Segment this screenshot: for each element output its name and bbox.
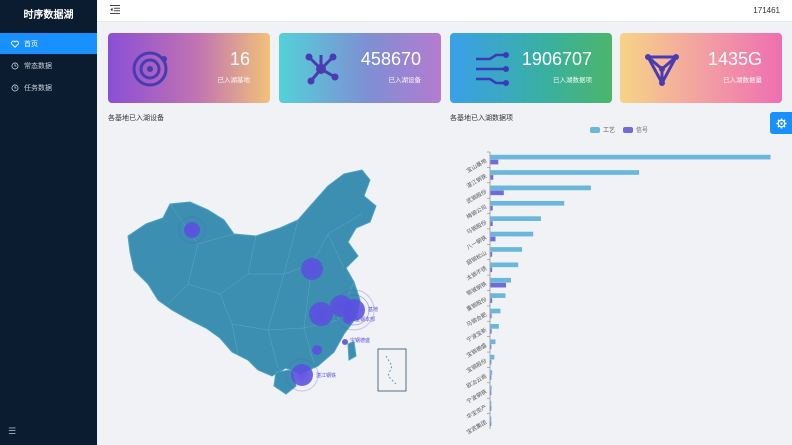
legend-label: 工艺 xyxy=(603,128,616,134)
bar-panel-title: 各基地已入湖数据项 xyxy=(450,115,513,122)
clock-icon xyxy=(11,84,19,92)
app-title: 时序数据湖 xyxy=(23,10,74,21)
bar-signal[interactable] xyxy=(490,313,492,319)
bar-process[interactable] xyxy=(490,293,506,298)
map-marker-label: 基地 xyxy=(368,306,378,313)
map-marker-label: 宝钢德盛 xyxy=(350,337,370,344)
header: 171461 xyxy=(97,0,792,22)
stat-card-bases: 16 已入湖基地 xyxy=(108,33,270,103)
target-icon xyxy=(132,51,168,87)
map-marker[interactable] xyxy=(178,216,206,244)
map-marker[interactable] xyxy=(309,302,333,326)
collapse-menu-icon[interactable]: ☰ xyxy=(8,426,17,436)
map-panel-title: 各基地已入湖设备 xyxy=(108,115,164,122)
sidebar-item-home[interactable]: 首页 xyxy=(0,33,97,54)
bar-process[interactable] xyxy=(490,400,492,406)
bar-process[interactable] xyxy=(490,216,541,222)
bar-process[interactable] xyxy=(490,247,523,252)
map-marker[interactable] xyxy=(312,345,322,355)
stat-value: 458670 xyxy=(360,49,421,69)
stat-label: 已入湖数据项 xyxy=(553,77,592,84)
bar-signal[interactable] xyxy=(490,328,492,334)
bar-process[interactable] xyxy=(490,185,591,191)
bar-signal[interactable] xyxy=(490,159,499,165)
bar-process[interactable] xyxy=(490,200,565,206)
user-id[interactable]: 171461 xyxy=(753,6,780,15)
stat-label: 已入湖设备 xyxy=(388,77,422,84)
bar-process[interactable] xyxy=(490,231,534,237)
bar-signal[interactable] xyxy=(490,390,492,396)
bar-process[interactable] xyxy=(490,385,492,391)
map-region-shape xyxy=(127,169,377,377)
triangle-network-icon xyxy=(645,54,679,87)
legend-label: 信号 xyxy=(636,128,649,134)
map-markers: 基地 宝钢本部 宝钢德盛 湛江钢铁 xyxy=(178,216,378,392)
bar-chart-panel: 工艺 信号 宝山基地 湛江钢铁 武钢股份 梅钢公司 马钢股份 八一钢铁 韶钢松山 太钢不锈 鄂城… xyxy=(450,124,782,442)
bar-process[interactable] xyxy=(490,416,492,422)
bar-process[interactable] xyxy=(490,170,640,175)
bar-process[interactable] xyxy=(490,154,771,160)
stat-card-devices: 458670 已入湖设备 xyxy=(279,33,441,103)
bar-signal[interactable] xyxy=(490,175,494,180)
legend-swatch-process xyxy=(590,126,600,133)
map-marker-label: 湛江钢铁 xyxy=(316,372,336,379)
map-marker-label: 宝钢本部 xyxy=(355,316,375,323)
bar-signal[interactable] xyxy=(490,205,493,211)
bar-chart: 宝山基地湛江钢铁武钢股份梅钢公司马钢股份八一钢铁韶钢松山太钢不锈鄂城钢铁重钢股份… xyxy=(465,151,771,436)
map-marker[interactable] xyxy=(301,258,323,280)
bar-signal[interactable] xyxy=(490,252,493,257)
bar-signal[interactable] xyxy=(490,298,493,303)
bar-signal[interactable] xyxy=(490,421,492,426)
south-china-sea-inset xyxy=(377,348,407,392)
sidebar-item-normal-data[interactable]: 常态数据 xyxy=(0,55,97,76)
map-region-shape xyxy=(347,341,357,361)
menu-fold-icon[interactable] xyxy=(110,5,120,17)
legend-swatch-signal xyxy=(623,126,634,133)
heart-icon xyxy=(11,40,19,48)
bar-signal[interactable] xyxy=(490,344,492,350)
china-map[interactable]: 基地 宝钢本部 宝钢德盛 湛江钢铁 xyxy=(108,124,435,442)
settings-button[interactable] xyxy=(770,112,792,134)
category-tick-label: 宝山基地 xyxy=(465,156,488,174)
bar-process[interactable] xyxy=(490,370,493,375)
sidebar-item-label: 常态数据 xyxy=(24,62,52,70)
map-marker[interactable]: 湛江钢铁 xyxy=(285,358,336,392)
clock-icon xyxy=(11,62,19,70)
map-marker[interactable]: 宝钢德盛 xyxy=(342,337,370,345)
bar-process[interactable] xyxy=(490,277,512,283)
sidebar-item-label: 首页 xyxy=(24,40,38,48)
stat-card-data-items: 1906707 已入湖数据项 xyxy=(450,33,612,103)
bar-signal[interactable] xyxy=(490,405,492,411)
bar-process[interactable] xyxy=(490,324,499,329)
bar-process[interactable] xyxy=(490,339,496,345)
bar-signal[interactable] xyxy=(490,359,492,365)
stat-label: 已入湖基地 xyxy=(217,77,251,84)
stat-value: 1906707 xyxy=(521,49,592,69)
province-borders xyxy=(167,203,363,369)
stat-value: 1435G xyxy=(707,49,762,69)
map-marker[interactable]: 宝钢本部 xyxy=(343,314,375,324)
bar-process[interactable] xyxy=(490,262,519,268)
stat-label: 已入湖数据量 xyxy=(723,77,762,84)
sidebar-item-label: 任务数据 xyxy=(24,84,52,92)
circuit-icon xyxy=(476,52,509,86)
bar-signal[interactable] xyxy=(490,267,493,273)
gear-icon xyxy=(775,117,787,129)
bar-signal[interactable] xyxy=(490,190,504,196)
chart-legend: 工艺 信号 xyxy=(590,125,648,134)
bar-signal[interactable] xyxy=(490,282,507,288)
bar-signal[interactable] xyxy=(490,221,493,226)
sidebar-item-task-data[interactable]: 任务数据 xyxy=(0,77,97,98)
stat-card-data-volume: 1435G 已入湖数据量 xyxy=(620,33,782,103)
stat-value: 16 xyxy=(229,49,250,69)
sidebar: 时序数据湖 首页 常态数据 任务数据 ☰ xyxy=(0,0,97,445)
map-region-shape xyxy=(273,369,297,395)
network-icon xyxy=(305,53,339,85)
bar-signal[interactable] xyxy=(490,236,496,242)
bar-process[interactable] xyxy=(490,308,501,314)
bar-signal[interactable] xyxy=(490,375,492,380)
bar-process[interactable] xyxy=(490,354,495,360)
